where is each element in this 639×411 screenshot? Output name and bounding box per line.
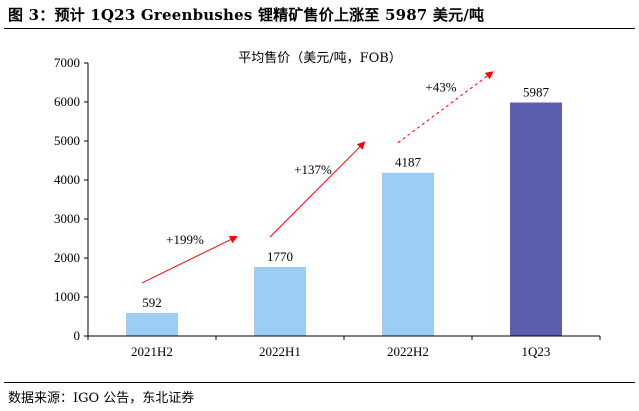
bar-2022H2 <box>382 172 434 336</box>
bar-2022H1 <box>254 266 306 336</box>
x-tick-label: 2022H1 <box>259 344 301 359</box>
bottom-rule <box>4 382 635 383</box>
x-tick-label: 2022H2 <box>387 344 429 359</box>
growth-label: +43% <box>425 80 456 95</box>
data-source: 数据来源：IGO 公告，东北证券 <box>8 391 195 406</box>
bar-value-label: 592 <box>142 295 162 310</box>
bar-value-label: 5987 <box>523 85 550 100</box>
growth-arrow <box>397 71 494 144</box>
y-tick-label: 0 <box>74 328 81 343</box>
growth-label: +137% <box>294 162 332 177</box>
top-rule <box>4 28 635 29</box>
bar-value-label: 1770 <box>267 249 293 264</box>
x-tick-label: 1Q23 <box>522 344 551 359</box>
y-tick-label: 3000 <box>54 211 80 226</box>
price-bar-chart: 平均售价（美元/吨，FOB） 592 1770 4187 5987 0 1000 2000… <box>54 50 601 359</box>
y-tick-label: 5000 <box>54 133 80 148</box>
growth-arrow <box>141 236 238 284</box>
y-tick-label: 2000 <box>54 250 80 265</box>
bar-1Q23 <box>510 102 562 336</box>
growth-arrow <box>269 141 366 238</box>
y-tick-label: 6000 <box>54 94 80 109</box>
x-tick-label: 2021H2 <box>131 344 173 359</box>
y-tick-label: 4000 <box>54 172 80 187</box>
bar-value-label: 4187 <box>395 155 422 170</box>
bar-2021H2 <box>126 312 178 336</box>
figure-title: 图 3：预计 1Q23 Greenbushes 锂精矿售价上涨至 5987 美元… <box>8 6 485 24</box>
chart-subtitle: 平均售价（美元/吨，FOB） <box>238 50 402 66</box>
y-tick-label: 7000 <box>54 55 80 70</box>
y-tick-label: 1000 <box>54 289 80 304</box>
growth-label: +199% <box>166 232 204 247</box>
